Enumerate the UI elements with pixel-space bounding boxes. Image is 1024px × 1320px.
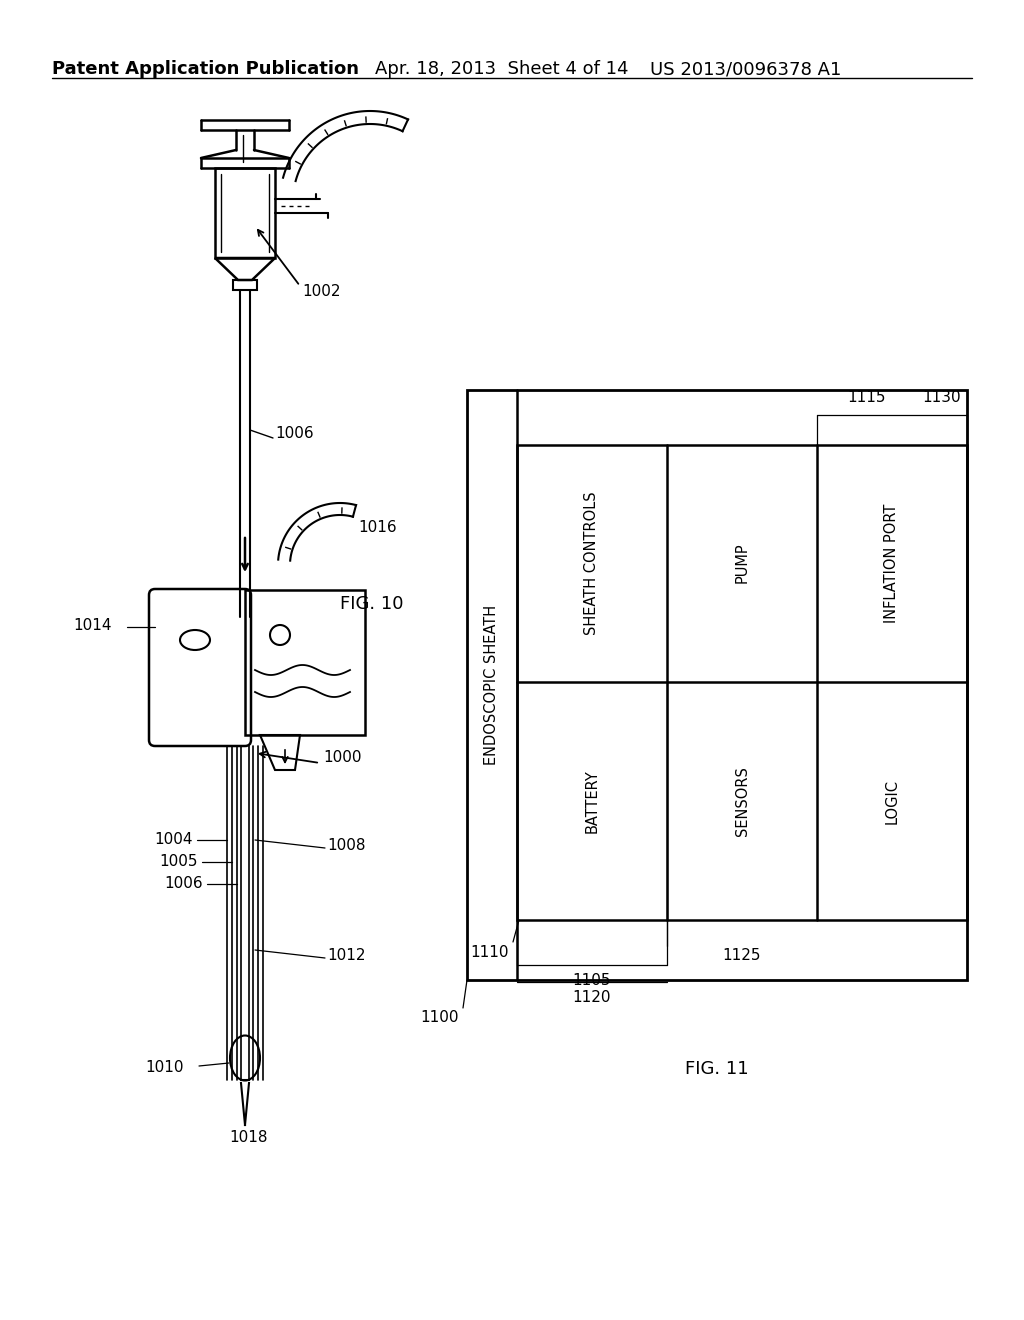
- Text: BATTERY: BATTERY: [585, 770, 599, 833]
- Text: 1125: 1125: [723, 948, 761, 964]
- Bar: [215, 168, 275, 257]
- Text: 1010: 1010: [145, 1060, 183, 1076]
- Bar: [517, 445, 967, 920]
- Text: 1014: 1014: [73, 618, 112, 632]
- Text: 1130: 1130: [922, 389, 961, 405]
- Text: US 2013/0096378 A1: US 2013/0096378 A1: [650, 59, 842, 78]
- Text: 1008: 1008: [327, 837, 366, 853]
- Text: 1005: 1005: [160, 854, 198, 870]
- Text: 1110: 1110: [470, 945, 509, 960]
- Text: 1006: 1006: [165, 876, 203, 891]
- Text: LOGIC: LOGIC: [885, 779, 899, 824]
- Text: 1016: 1016: [358, 520, 396, 535]
- Text: 1115: 1115: [848, 389, 886, 405]
- Text: Apr. 18, 2013  Sheet 4 of 14: Apr. 18, 2013 Sheet 4 of 14: [375, 59, 629, 78]
- Text: FIG. 10: FIG. 10: [340, 595, 403, 612]
- Text: ENDOSCOPIC SHEATH: ENDOSCOPIC SHEATH: [484, 605, 500, 766]
- Text: 1105: 1105: [572, 973, 611, 987]
- Bar: [233, 280, 257, 290]
- Text: 1004: 1004: [155, 833, 193, 847]
- Text: 1120: 1120: [572, 990, 611, 1005]
- Text: 1006: 1006: [275, 426, 313, 441]
- Text: INFLATION PORT: INFLATION PORT: [885, 503, 899, 623]
- Text: 1002: 1002: [302, 284, 341, 300]
- Text: PUMP: PUMP: [734, 543, 750, 583]
- Text: SHEATH CONTROLS: SHEATH CONTROLS: [585, 491, 599, 635]
- Text: 1000: 1000: [323, 750, 361, 764]
- Bar: [467, 389, 967, 979]
- Text: FIG. 11: FIG. 11: [685, 1060, 749, 1078]
- Text: SENSORS: SENSORS: [734, 766, 750, 836]
- Text: Patent Application Publication: Patent Application Publication: [52, 59, 359, 78]
- Text: 1100: 1100: [421, 1010, 459, 1026]
- Text: 1012: 1012: [327, 948, 366, 962]
- Bar: [245, 590, 365, 735]
- Text: 1018: 1018: [229, 1130, 267, 1144]
